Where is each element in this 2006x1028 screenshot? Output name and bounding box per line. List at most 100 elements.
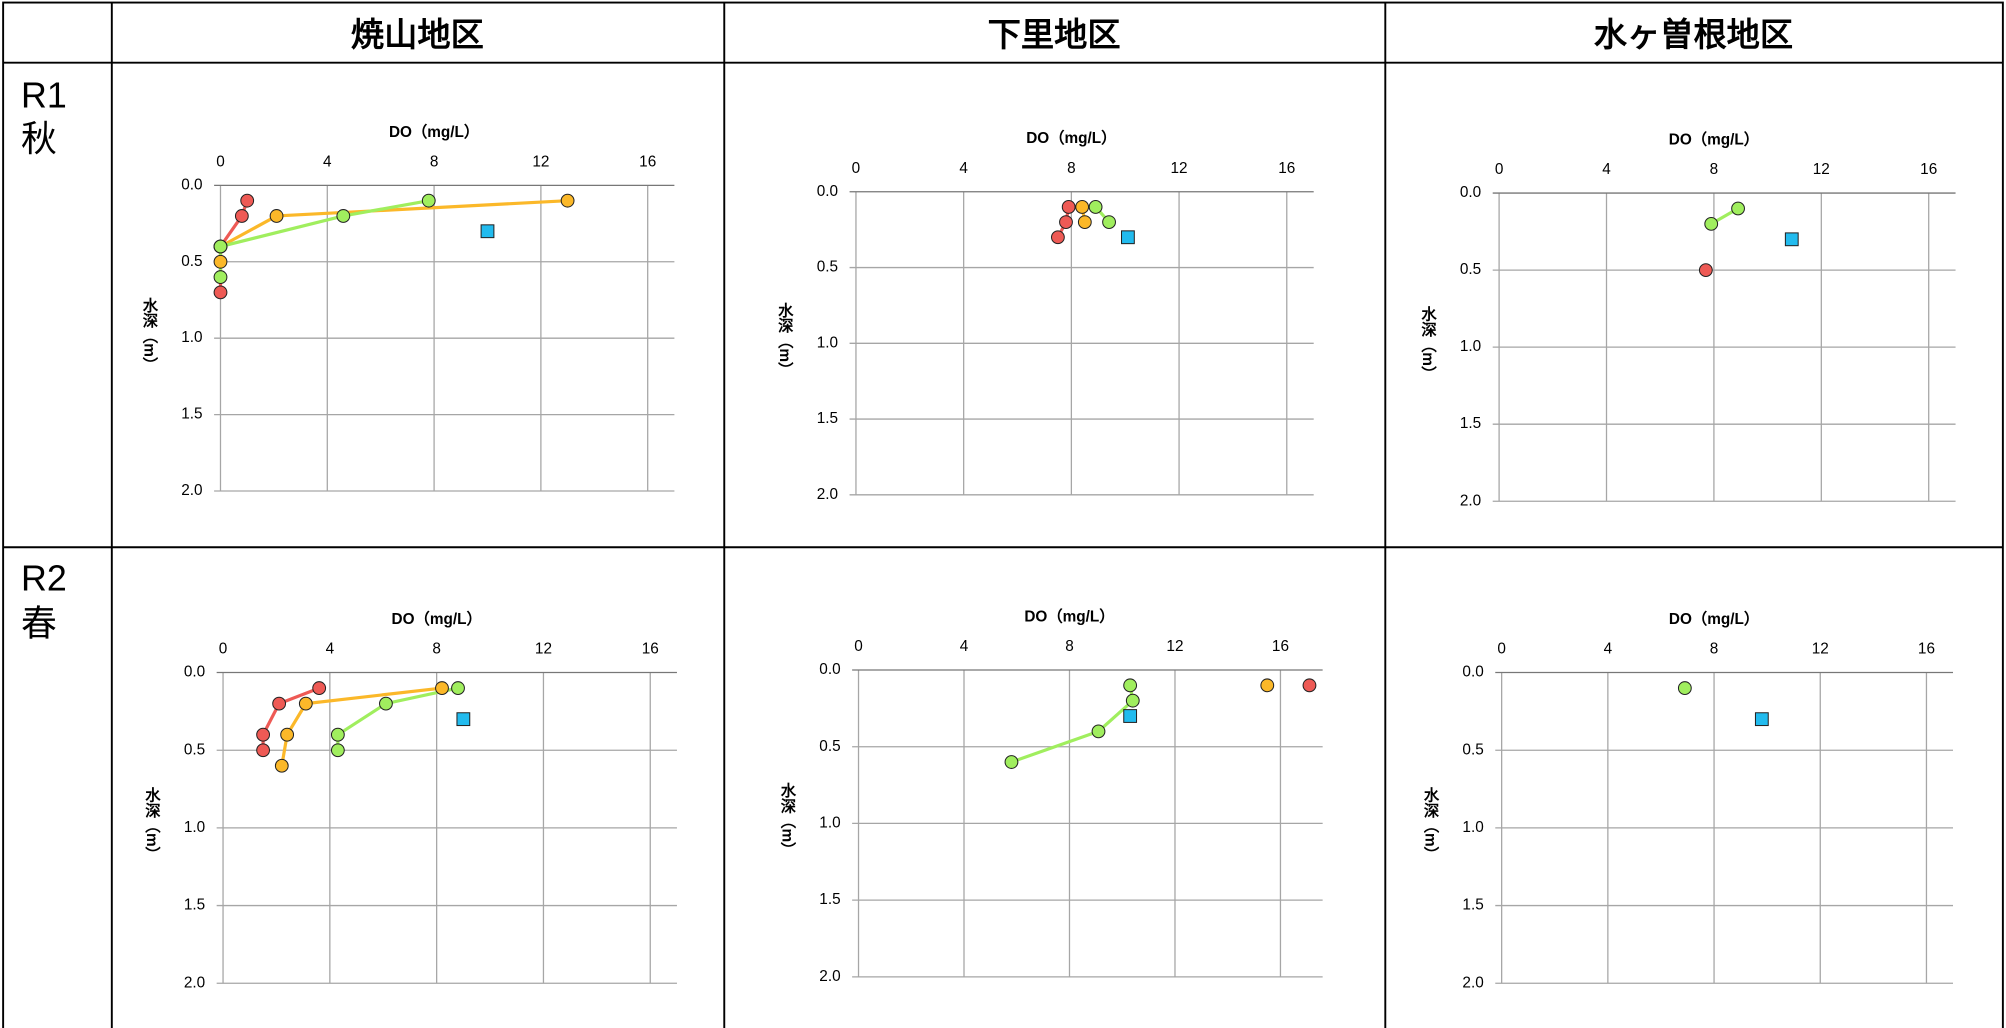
- data-point: [421, 193, 436, 208]
- data-point: [336, 209, 351, 223]
- data-point: [1077, 215, 1092, 229]
- x-tick-label: 12: [1813, 161, 1830, 178]
- data-point: [1059, 215, 1073, 229]
- x-tick-label: 12: [532, 153, 549, 170]
- y-axis-title: 水深（m）: [1422, 786, 1441, 862]
- x-tick-label: 0: [1497, 641, 1506, 658]
- data-point: [213, 270, 228, 284]
- y-tick-label: 1.0: [1460, 338, 1481, 355]
- x-tick-label: 0: [852, 160, 861, 177]
- x-axis-title: DO（mg/L）: [1669, 610, 1759, 628]
- data-point: [480, 224, 495, 239]
- series-line: [1010, 685, 1135, 764]
- y-tick-label: 2.0: [1462, 974, 1483, 991]
- y-tick-label: 1.5: [181, 406, 202, 423]
- data-point: [240, 193, 255, 208]
- row-label: 秋: [21, 119, 57, 159]
- column-header: 下里地区: [988, 17, 1121, 54]
- data-point: [379, 696, 393, 711]
- x-tick-label: 4: [960, 638, 969, 655]
- y-axis-title: 水深（m）: [776, 302, 795, 378]
- x-tick-label: 4: [323, 153, 332, 170]
- x-axis-title: DO（mg/L）: [389, 123, 479, 141]
- x-axis-title: DO（mg/L）: [1024, 607, 1114, 625]
- data-point: [560, 193, 575, 208]
- data-point: [1088, 200, 1103, 214]
- y-tick-label: 0.0: [181, 176, 202, 193]
- y-tick-label: 0.5: [819, 738, 840, 755]
- y-tick-label: 0.0: [819, 661, 840, 678]
- y-tick-label: 0.0: [817, 183, 838, 200]
- row-label: R2: [21, 559, 67, 599]
- y-tick-label: 2.0: [181, 482, 202, 499]
- x-tick-label: 12: [1171, 160, 1188, 177]
- data-point: [1123, 678, 1138, 693]
- x-tick-label: 8: [1710, 161, 1719, 178]
- data-point: [1784, 232, 1799, 247]
- series-line: [218, 199, 568, 262]
- column-header: 焼山地区: [351, 17, 484, 54]
- y-tick-label: 1.0: [817, 334, 838, 351]
- data-point: [456, 712, 471, 727]
- data-point: [330, 727, 345, 742]
- row-label: 春: [21, 603, 57, 643]
- y-tick-label: 1.0: [819, 814, 840, 831]
- y-axis-title: 水深（m）: [1419, 306, 1438, 382]
- y-tick-label: 1.0: [181, 329, 202, 346]
- y-tick-label: 0.5: [1462, 741, 1483, 758]
- x-tick-label: 16: [1920, 161, 1937, 178]
- data-point: [1302, 678, 1317, 693]
- x-tick-label: 8: [1065, 638, 1074, 655]
- data-point: [330, 743, 345, 758]
- y-tick-label: 1.0: [184, 819, 205, 836]
- y-axis-title: 水深（m）: [143, 786, 162, 862]
- data-point: [298, 696, 313, 711]
- data-point: [1731, 201, 1745, 216]
- y-tick-label: 0.0: [1460, 184, 1481, 201]
- y-tick-label: 2.0: [184, 974, 205, 991]
- x-tick-label: 4: [1602, 161, 1611, 178]
- data-point: [1061, 200, 1076, 214]
- x-tick-label: 8: [430, 153, 439, 170]
- data-point: [1698, 263, 1713, 278]
- y-tick-label: 1.5: [184, 897, 205, 914]
- y-tick-label: 0.0: [184, 664, 205, 681]
- y-tick-label: 1.5: [819, 891, 840, 908]
- data-point: [213, 239, 228, 254]
- column-header: 水ヶ曽根地区: [1594, 17, 1793, 54]
- x-tick-label: 0: [1495, 161, 1504, 178]
- x-tick-label: 12: [1812, 641, 1829, 658]
- y-tick-label: 0.5: [184, 741, 205, 758]
- data-point: [1075, 200, 1090, 214]
- y-tick-label: 1.5: [1462, 897, 1483, 914]
- x-tick-label: 0: [854, 638, 863, 655]
- data-point: [1260, 678, 1275, 693]
- data-point: [1754, 712, 1769, 727]
- y-tick-label: 0.5: [1460, 261, 1481, 278]
- y-tick-label: 2.0: [819, 968, 840, 985]
- data-point: [312, 681, 327, 695]
- x-tick-label: 16: [642, 641, 659, 658]
- y-tick-label: 0.5: [181, 253, 202, 270]
- x-tick-label: 4: [326, 641, 335, 658]
- data-point: [1004, 755, 1019, 769]
- series-line: [280, 686, 443, 767]
- data-point: [256, 743, 271, 758]
- y-tick-label: 1.5: [1460, 415, 1481, 432]
- data-point: [272, 696, 287, 711]
- data-point: [1677, 681, 1692, 695]
- series-line: [261, 686, 320, 751]
- data-point: [1123, 709, 1138, 723]
- x-tick-label: 8: [1067, 160, 1076, 177]
- x-tick-label: 16: [1918, 641, 1935, 658]
- x-tick-label: 12: [535, 641, 552, 658]
- data-point: [435, 681, 449, 695]
- x-tick-label: 4: [959, 160, 968, 177]
- data-point: [280, 727, 295, 742]
- x-tick-label: 16: [639, 153, 656, 170]
- y-tick-label: 0.0: [1462, 664, 1483, 681]
- y-tick-label: 1.5: [817, 410, 838, 427]
